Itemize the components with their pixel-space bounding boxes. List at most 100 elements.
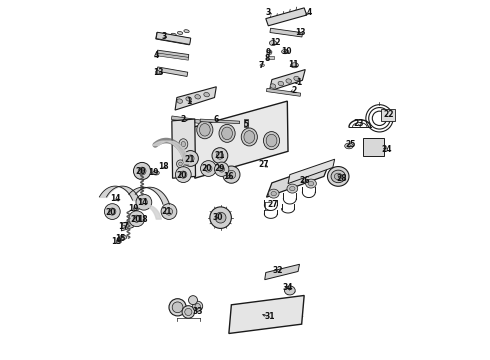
- Circle shape: [180, 171, 187, 178]
- Text: 29: 29: [214, 164, 224, 173]
- Text: 32: 32: [273, 266, 283, 275]
- Circle shape: [212, 148, 228, 163]
- Polygon shape: [270, 69, 305, 91]
- Ellipse shape: [244, 131, 255, 143]
- Ellipse shape: [308, 181, 314, 186]
- Ellipse shape: [267, 52, 272, 54]
- Ellipse shape: [241, 128, 257, 146]
- Circle shape: [166, 208, 172, 215]
- Text: 31: 31: [264, 312, 274, 321]
- Bar: [158, 53, 189, 60]
- Text: 6: 6: [214, 115, 219, 124]
- Text: 15: 15: [115, 234, 125, 243]
- Ellipse shape: [199, 123, 210, 136]
- Circle shape: [104, 204, 120, 220]
- Ellipse shape: [306, 179, 317, 188]
- Bar: [270, 28, 302, 37]
- Ellipse shape: [153, 171, 159, 175]
- Polygon shape: [194, 101, 288, 178]
- Ellipse shape: [331, 170, 345, 183]
- Text: 13: 13: [153, 68, 164, 77]
- Bar: [157, 67, 188, 76]
- Text: 21: 21: [214, 151, 224, 160]
- Text: 33: 33: [193, 307, 203, 316]
- Text: 28: 28: [337, 174, 347, 183]
- Ellipse shape: [290, 186, 295, 191]
- Text: 27: 27: [268, 200, 278, 209]
- Text: 10: 10: [281, 47, 292, 56]
- Ellipse shape: [334, 173, 342, 180]
- Ellipse shape: [271, 192, 276, 196]
- Polygon shape: [266, 8, 307, 26]
- Ellipse shape: [270, 41, 276, 45]
- Ellipse shape: [169, 299, 186, 316]
- Circle shape: [109, 208, 116, 215]
- Ellipse shape: [171, 33, 176, 36]
- Ellipse shape: [184, 30, 189, 33]
- Ellipse shape: [172, 302, 183, 313]
- Ellipse shape: [270, 84, 276, 88]
- Ellipse shape: [282, 49, 289, 54]
- Ellipse shape: [177, 99, 183, 103]
- Text: 16: 16: [223, 172, 234, 181]
- Ellipse shape: [264, 132, 280, 149]
- Text: 22: 22: [383, 110, 393, 119]
- Text: 21: 21: [162, 207, 172, 216]
- Ellipse shape: [120, 235, 126, 239]
- Text: 20: 20: [105, 208, 116, 217]
- Ellipse shape: [155, 70, 160, 75]
- Ellipse shape: [195, 95, 200, 99]
- Circle shape: [223, 166, 240, 183]
- Ellipse shape: [116, 240, 122, 243]
- Text: 3: 3: [266, 8, 271, 17]
- Circle shape: [133, 162, 151, 180]
- Ellipse shape: [133, 207, 139, 211]
- Circle shape: [210, 207, 231, 228]
- Text: 20: 20: [176, 171, 187, 180]
- Text: 30: 30: [213, 213, 223, 222]
- Text: 27: 27: [258, 161, 269, 170]
- Text: 1: 1: [296, 78, 301, 87]
- Circle shape: [136, 194, 152, 210]
- Ellipse shape: [267, 50, 272, 54]
- Bar: [381, 109, 395, 121]
- Text: 24: 24: [381, 145, 392, 154]
- Bar: [245, 120, 248, 127]
- Ellipse shape: [197, 121, 213, 139]
- Ellipse shape: [219, 125, 235, 142]
- Ellipse shape: [189, 296, 197, 305]
- Text: 4: 4: [153, 51, 159, 60]
- Circle shape: [219, 166, 224, 172]
- Text: 9: 9: [266, 48, 271, 57]
- Text: 18: 18: [138, 215, 148, 224]
- Text: 5: 5: [243, 120, 248, 129]
- Polygon shape: [229, 296, 304, 333]
- Ellipse shape: [186, 97, 192, 101]
- Ellipse shape: [179, 139, 188, 149]
- Text: 1: 1: [186, 97, 191, 106]
- Text: 11: 11: [289, 60, 299, 69]
- Text: 12: 12: [270, 38, 281, 47]
- Bar: [172, 116, 211, 125]
- Text: 14: 14: [138, 198, 148, 207]
- Circle shape: [183, 150, 198, 166]
- Bar: [200, 119, 240, 123]
- Text: 19: 19: [128, 204, 139, 213]
- Circle shape: [200, 161, 216, 176]
- Text: 2: 2: [181, 115, 186, 124]
- Ellipse shape: [287, 184, 298, 193]
- Circle shape: [133, 215, 140, 222]
- Text: 25: 25: [345, 140, 356, 149]
- Ellipse shape: [193, 301, 203, 311]
- Ellipse shape: [179, 162, 182, 166]
- Circle shape: [129, 211, 145, 226]
- Text: 21: 21: [184, 155, 195, 164]
- Ellipse shape: [327, 167, 349, 186]
- Circle shape: [216, 152, 223, 159]
- Polygon shape: [122, 220, 135, 231]
- Bar: [156, 32, 191, 45]
- Ellipse shape: [286, 79, 292, 83]
- Bar: [267, 88, 301, 96]
- Ellipse shape: [181, 141, 186, 147]
- Circle shape: [175, 167, 191, 183]
